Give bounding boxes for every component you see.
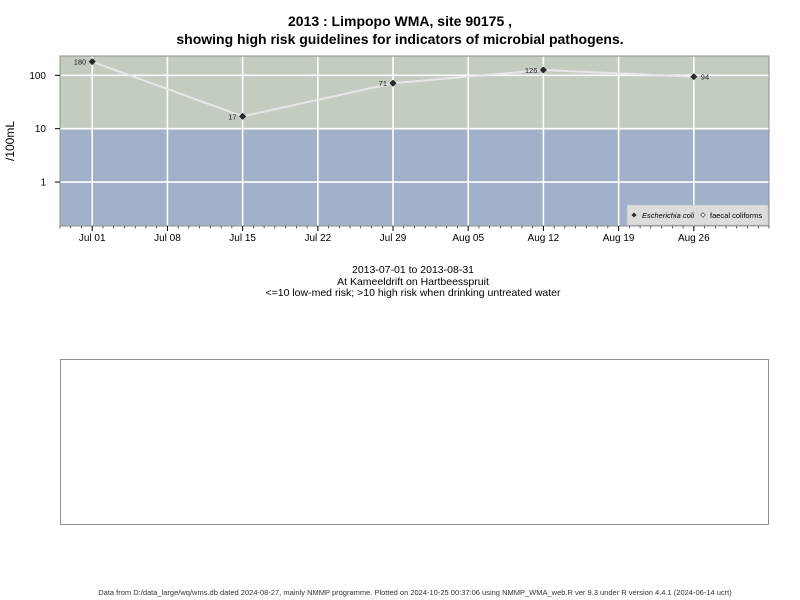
ecoli-data-point [539, 66, 547, 74]
x-tick-label: Aug 19 [603, 233, 635, 244]
faecal-coliforms-legend-label: faecal coliforms [710, 211, 762, 220]
legend-box [626, 204, 769, 226]
x-tick-label: Jul 08 [154, 233, 181, 244]
faecal-coliforms-legend-marker [700, 212, 706, 218]
legend: Escherichia coli faecal coliforms [626, 204, 769, 226]
x-tick-label: Aug 05 [452, 233, 484, 244]
y-tick-label: 10 [35, 124, 47, 135]
chart-title-line-1: 2013 : Limpopo WMA, site 90175 , [287, 13, 513, 29]
high-risk-band [60, 56, 769, 129]
x-tick-label: Jul 22 [304, 233, 331, 244]
empty-plot-panel [60, 359, 769, 525]
y-axis-title: /100mL [3, 121, 17, 161]
ecoli-data-label: 126 [525, 66, 538, 75]
risk-note-label: <=10 low-med risk; >10 high risk when dr… [265, 287, 561, 299]
chart-title-line-2: showing high risk guidelines for indicat… [176, 31, 624, 47]
ecoli-data-label: 94 [701, 73, 709, 82]
y-tick-label: 100 [29, 71, 46, 82]
ecoli-legend-marker [631, 212, 637, 218]
x-tick-label: Aug 12 [528, 233, 560, 244]
location-label: At Kameeldrift on Hartbeesspruit [337, 276, 489, 288]
chart-plot: 1 10 100/100mL Jul 01 Jul 08 Jul 15 Jul 22 Jul … [3, 55, 770, 244]
x-tick-label: Jul 15 [229, 233, 256, 244]
y-tick-label: 1 [40, 178, 46, 189]
ecoli-data-label: 180 [74, 58, 87, 67]
x-tick-label: Jul 01 [79, 233, 106, 244]
ecoli-data-label: 71 [379, 79, 387, 88]
x-tick-label: Jul 29 [380, 233, 407, 244]
ecoli-data-point [690, 73, 698, 81]
date-range-label: 2013-07-01 to 2013-08-31 [351, 264, 474, 276]
footer-note: Data from D:/data_large/wq/wms.db dated … [98, 588, 732, 597]
ecoli-data-point [88, 58, 96, 66]
ecoli-data-label: 17 [228, 112, 236, 121]
ecoli-legend-label: Escherichia coli [642, 211, 694, 220]
x-tick-label: Aug 26 [678, 233, 710, 244]
ecoli-data-point [239, 112, 247, 120]
ecoli-data-point [389, 79, 397, 87]
